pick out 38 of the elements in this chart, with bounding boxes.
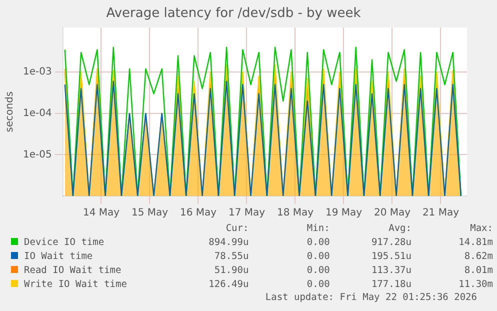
x-tick-label: 20 May <box>374 208 411 219</box>
y-tick-label: 1e-04 <box>22 108 52 120</box>
text: 0.00 <box>306 250 331 264</box>
text: 0.00 <box>306 278 331 292</box>
x-tick-label: 14 May <box>82 208 120 219</box>
text: Last update: Fri May 22 01:25:36 2026 <box>264 292 478 304</box>
chart-title: Average latency for /dev/sdb - by week <box>106 6 362 22</box>
text: 195.51u <box>370 250 412 264</box>
text: 11.30m <box>458 278 494 292</box>
y-axis-title: seconds <box>4 91 16 132</box>
text: 0.00 <box>306 236 331 250</box>
text: 894.99u <box>208 236 250 250</box>
text: 8.01m <box>463 264 494 278</box>
y-tick-label: 1e-05 <box>22 149 52 160</box>
text: 917.28u <box>370 236 412 250</box>
text: Max: <box>469 222 494 236</box>
x-tick-label: 15 May <box>131 208 168 219</box>
legend-label: IO Wait time <box>23 250 94 264</box>
text: 0.00 <box>306 264 331 278</box>
legend-label: Write IO Wait time <box>23 278 128 292</box>
text: Cur: <box>224 222 250 236</box>
x-tick-label: 21 May <box>422 208 460 219</box>
x-tick-label: 18 May <box>276 208 314 219</box>
x-tick-label: 17 May <box>228 208 266 219</box>
legend-label: Device IO time <box>23 236 106 250</box>
text: 51.90u <box>213 264 250 278</box>
text: 14.81m <box>458 236 494 250</box>
x-tick-label: 16 May <box>180 208 217 219</box>
text: 126.49u <box>208 278 250 292</box>
text: 78.55u <box>213 250 250 264</box>
text: 177.18u <box>370 278 412 292</box>
y-tick-label: 1e-03 <box>22 66 52 78</box>
x-tick-label: 19 May <box>325 208 362 219</box>
legend-label: Read IO Wait time <box>23 264 122 278</box>
text: 8.62m <box>463 250 494 264</box>
text: 113.37u <box>370 264 412 278</box>
text: Min: <box>306 222 331 236</box>
text: Avg: <box>388 222 412 236</box>
